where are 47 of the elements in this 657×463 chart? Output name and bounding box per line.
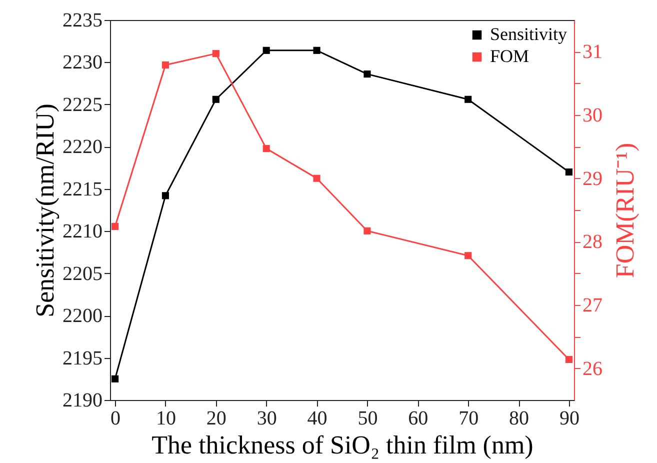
legend-label: Sensitivity	[490, 24, 568, 44]
x-axis-title: The thickness of SiO₂ thin film (nm)	[152, 430, 534, 460]
point	[162, 192, 170, 200]
y-tick-label: 2235	[62, 10, 102, 32]
point	[112, 375, 119, 382]
x-tick-label: 70	[458, 408, 479, 430]
x-tick-label: 90	[559, 408, 580, 430]
y-tick-label: 2220	[62, 136, 102, 158]
y-axis-title: Sensitivity(nm/RIU)	[30, 104, 60, 318]
x-tick-label: 20	[206, 408, 226, 430]
x-tick-label: 80	[509, 408, 530, 430]
x-tick-label: 50	[358, 408, 378, 430]
point	[313, 46, 320, 54]
x-tick-label: 60	[408, 408, 428, 430]
y-tick-label: 2230	[62, 52, 102, 74]
y2-tick-label: 30	[582, 104, 602, 126]
point	[262, 46, 270, 54]
x-tick-label: 40	[307, 408, 328, 430]
y-tick-label: 2200	[62, 305, 102, 328]
y2-tick-label: 28	[582, 231, 602, 254]
point	[565, 168, 572, 176]
x-tick-label: 30	[256, 408, 277, 430]
point	[364, 227, 371, 234]
point	[212, 96, 220, 103]
point	[162, 61, 170, 68]
x-tick-label: 10	[156, 408, 176, 430]
point	[565, 356, 572, 363]
y-tick-label: 2195	[62, 347, 102, 370]
point	[212, 50, 220, 58]
y-tick-label: 2190	[62, 390, 102, 412]
point	[262, 145, 270, 152]
y-tick-label: 2210	[62, 220, 102, 243]
point	[464, 252, 472, 260]
point	[364, 70, 371, 78]
y-tick-label: 2205	[62, 262, 102, 285]
y-tick-label: 2215	[62, 178, 102, 200]
x-tick-label: 0	[110, 408, 121, 430]
y2-tick-label: 26	[582, 358, 602, 380]
y2-tick-label: 31	[582, 41, 602, 64]
point	[464, 96, 472, 103]
y-tick-label: 2225	[62, 94, 102, 116]
y2-tick-label: 27	[582, 294, 602, 316]
point	[313, 174, 320, 182]
point	[112, 222, 119, 230]
y2-tick-label: 29	[582, 168, 602, 190]
y2-axis-title: FOM(RIU⁻¹)	[610, 142, 640, 278]
legend-label: FOM	[490, 46, 530, 66]
